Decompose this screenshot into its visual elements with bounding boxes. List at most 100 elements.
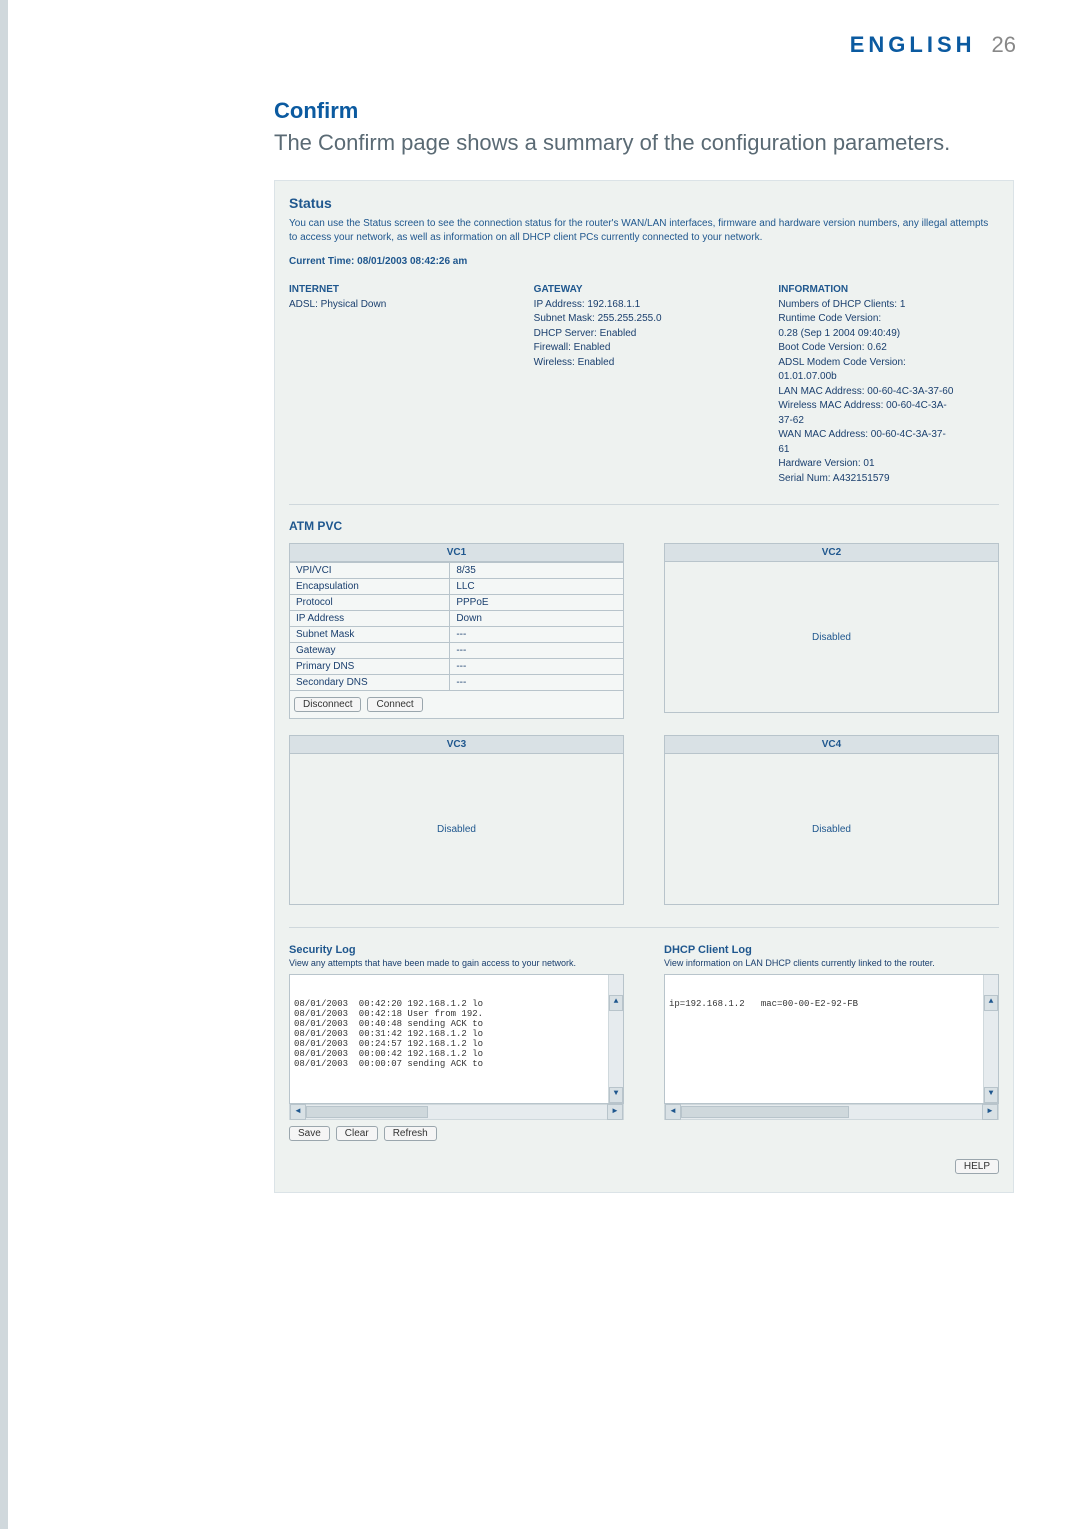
- table-cell: 8/35: [450, 563, 624, 579]
- table-cell: ---: [450, 659, 624, 675]
- vc2-head: VC2: [664, 543, 999, 562]
- scrollbar-vertical[interactable]: ▲ ▼: [608, 975, 623, 1103]
- text-line: WAN MAC Address: 00-60-4C-3A-37-: [778, 428, 999, 443]
- vc3-disabled: Disabled: [437, 824, 476, 835]
- table-row: Primary DNS---: [290, 659, 624, 675]
- vc1-card: VC1 VPI/VCI8/35EncapsulationLLCProtocolP…: [289, 543, 624, 719]
- table-cell: ---: [450, 675, 624, 691]
- table-cell: Secondary DNS: [290, 675, 450, 691]
- vc2-body: Disabled: [664, 562, 999, 713]
- gateway-heading: GATEWAY: [534, 283, 755, 298]
- vc1-head: VC1: [289, 543, 624, 562]
- help-row: HELP: [289, 1159, 999, 1174]
- security-log-box[interactable]: 08/01/2003 00:42:20 192.168.1.2 lo 08/01/…: [289, 974, 624, 1104]
- table-row: ProtocolPPPoE: [290, 595, 624, 611]
- status-panel: Status You can use the Status screen to …: [274, 180, 1014, 1193]
- table-cell: PPPoE: [450, 595, 624, 611]
- scroll-up-icon[interactable]: ▲: [984, 995, 998, 1011]
- table-row: Gateway---: [290, 643, 624, 659]
- scroll-track[interactable]: [681, 1105, 982, 1119]
- scroll-up-icon[interactable]: ▲: [609, 995, 623, 1011]
- internet-column: INTERNET ADSL: Physical Down: [289, 283, 510, 486]
- text-line: Hardware Version: 01: [778, 457, 999, 472]
- scroll-down-icon[interactable]: ▼: [609, 1087, 623, 1103]
- text-line: IP Address: 192.168.1.1: [534, 298, 755, 313]
- vc4-card: VC4 Disabled: [664, 735, 999, 905]
- text-line: Firewall: Enabled: [534, 341, 755, 356]
- page-header: ENGLISH 26: [64, 32, 1016, 58]
- gateway-column: GATEWAY IP Address: 192.168.1.1Subnet Ma…: [534, 283, 755, 486]
- help-button[interactable]: HELP: [955, 1159, 999, 1174]
- text-line: 0.28 (Sep 1 2004 09:40:49): [778, 327, 999, 342]
- scroll-right-icon[interactable]: ►: [982, 1104, 998, 1120]
- pvc-grid: VC1 VPI/VCI8/35EncapsulationLLCProtocolP…: [289, 543, 999, 905]
- scroll-left-icon[interactable]: ◄: [290, 1104, 306, 1120]
- clear-button[interactable]: Clear: [336, 1126, 378, 1141]
- vc4-head: VC4: [664, 735, 999, 754]
- vc1-table: VPI/VCI8/35EncapsulationLLCProtocolPPPoE…: [289, 562, 624, 691]
- scrollbar-vertical[interactable]: ▲ ▼: [983, 975, 998, 1103]
- text-line: 08/01/2003 00:31:42 192.168.1.2 lo: [294, 1029, 619, 1039]
- text-line: ip=192.168.1.2 mac=00-00-E2-92-FB: [669, 999, 994, 1009]
- disconnect-button[interactable]: Disconnect: [294, 697, 361, 712]
- table-row: Subnet Mask---: [290, 627, 624, 643]
- table-cell: LLC: [450, 579, 624, 595]
- vc2-card: VC2 Disabled: [664, 543, 999, 719]
- text-line: Runtime Code Version:: [778, 312, 999, 327]
- divider: [289, 927, 999, 928]
- scrollbar-horizontal[interactable]: ◄ ►: [664, 1104, 999, 1120]
- text-line: LAN MAC Address: 00-60-4C-3A-37-60: [778, 385, 999, 400]
- refresh-button[interactable]: Refresh: [384, 1126, 437, 1141]
- table-cell: Protocol: [290, 595, 450, 611]
- vc1-button-row: Disconnect Connect: [289, 691, 624, 719]
- table-row: EncapsulationLLC: [290, 579, 624, 595]
- text-line: Numbers of DHCP Clients: 1: [778, 298, 999, 313]
- status-title: Status: [289, 195, 999, 211]
- scroll-thumb[interactable]: [681, 1106, 849, 1118]
- page-number: 26: [992, 32, 1016, 58]
- dhcp-log-column: DHCP Client Log View information on LAN …: [664, 944, 999, 1141]
- text-line: 08/01/2003 00:42:20 192.168.1.2 lo: [294, 999, 619, 1009]
- language-label: ENGLISH: [850, 32, 976, 58]
- content-area: Confirm The Confirm page shows a summary…: [274, 98, 1016, 1193]
- table-cell: Subnet Mask: [290, 627, 450, 643]
- text-line: DHCP Server: Enabled: [534, 327, 755, 342]
- dhcp-log-box[interactable]: ip=192.168.1.2 mac=00-00-E2-92-FB ▲ ▼: [664, 974, 999, 1104]
- table-cell: ---: [450, 627, 624, 643]
- text-line: ADSL Modem Code Version:: [778, 356, 999, 371]
- text-line: 37-62: [778, 414, 999, 429]
- scroll-left-icon[interactable]: ◄: [665, 1104, 681, 1120]
- scroll-down-icon[interactable]: ▼: [984, 1087, 998, 1103]
- text-line: Wireless MAC Address: 00-60-4C-3A-: [778, 399, 999, 414]
- status-columns: INTERNET ADSL: Physical Down GATEWAY IP …: [289, 283, 999, 505]
- scrollbar-horizontal[interactable]: ◄ ►: [289, 1104, 624, 1120]
- section-heading: Confirm: [274, 98, 1016, 124]
- scroll-thumb[interactable]: [306, 1106, 428, 1118]
- current-time: Current Time: 08/01/2003 08:42:26 am: [289, 256, 999, 267]
- atm-pvc-title: ATM PVC: [289, 519, 999, 533]
- text-line: Boot Code Version: 0.62: [778, 341, 999, 356]
- scroll-right-icon[interactable]: ►: [607, 1104, 623, 1120]
- connect-button[interactable]: Connect: [367, 697, 422, 712]
- table-row: IP AddressDown: [290, 611, 624, 627]
- vc3-head: VC3: [289, 735, 624, 754]
- save-button[interactable]: Save: [289, 1126, 330, 1141]
- security-log-column: Security Log View any attempts that have…: [289, 944, 624, 1141]
- text-line: 08/01/2003 00:00:07 sending ACK to: [294, 1059, 619, 1069]
- dhcp-log-lines: ip=192.168.1.2 mac=00-00-E2-92-FB: [669, 999, 994, 1009]
- vc3-body: Disabled: [289, 754, 624, 905]
- table-cell: IP Address: [290, 611, 450, 627]
- table-cell: VPI/VCI: [290, 563, 450, 579]
- table-cell: Gateway: [290, 643, 450, 659]
- vc3-card: VC3 Disabled: [289, 735, 624, 905]
- logs-row: Security Log View any attempts that have…: [289, 944, 999, 1141]
- internet-line: ADSL: Physical Down: [289, 299, 386, 310]
- table-row: VPI/VCI8/35: [290, 563, 624, 579]
- information-heading: INFORMATION: [778, 283, 999, 298]
- internet-heading: INTERNET: [289, 283, 510, 298]
- text-line: 61: [778, 443, 999, 458]
- dhcp-log-title: DHCP Client Log: [664, 944, 999, 956]
- security-log-title: Security Log: [289, 944, 624, 956]
- scroll-track[interactable]: [306, 1105, 607, 1119]
- table-cell: Down: [450, 611, 624, 627]
